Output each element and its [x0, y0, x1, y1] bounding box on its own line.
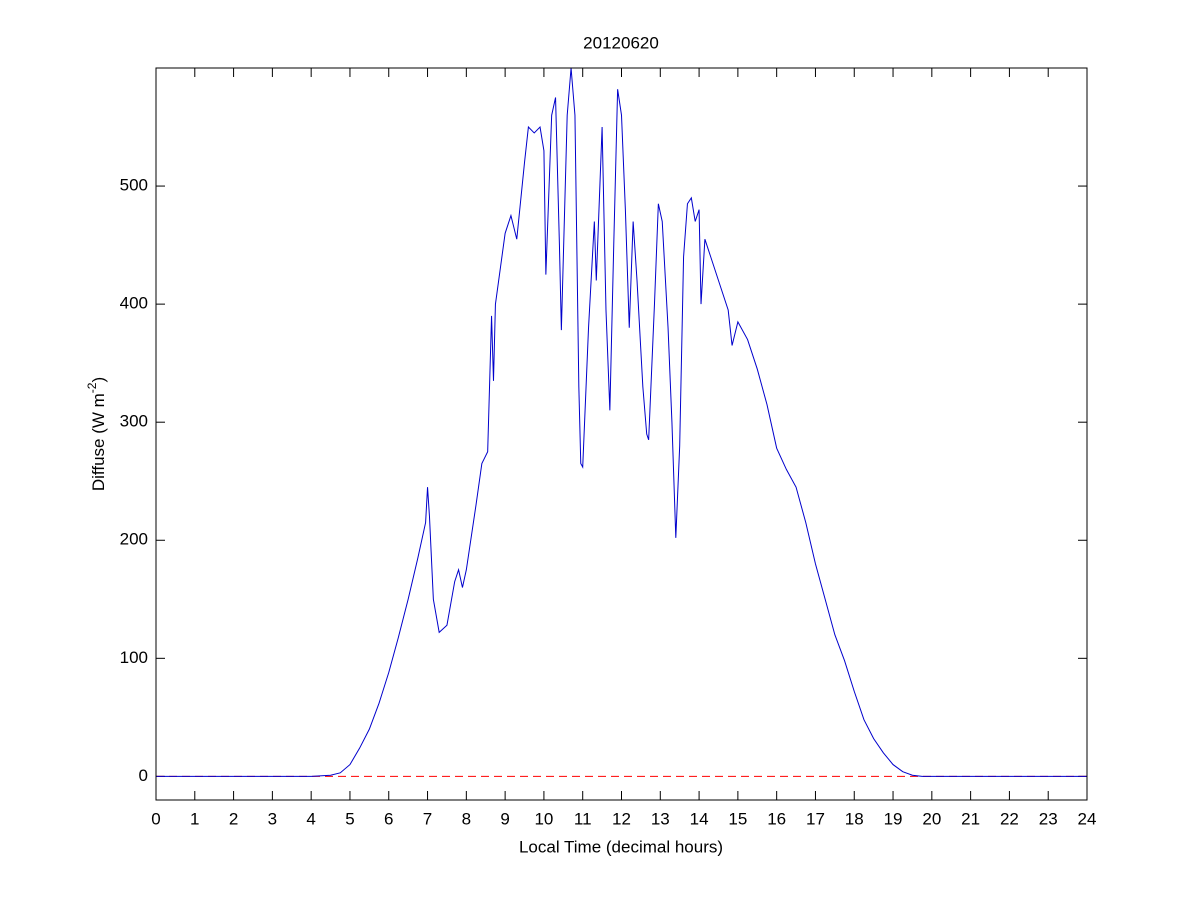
x-tick-label: 17: [806, 809, 825, 828]
data-line: [156, 67, 1087, 777]
x-tick-label: 6: [384, 809, 393, 828]
x-tick-label: 23: [1039, 809, 1058, 828]
y-label-end: ): [89, 377, 108, 383]
x-tick-label: 14: [690, 809, 709, 828]
x-tick-label: 0: [151, 809, 160, 828]
x-tick-label: 24: [1078, 809, 1097, 828]
y-axis-label: Diffuse (W m-2): [85, 377, 108, 491]
y-tick-label: 300: [120, 412, 148, 431]
x-tick-label: 1: [190, 809, 199, 828]
y-tick-label: 500: [120, 176, 148, 195]
y-label-text: Diffuse (W m: [89, 393, 108, 491]
x-tick-label: 19: [884, 809, 903, 828]
x-tick-label: 21: [961, 809, 980, 828]
x-tick-label: 22: [1000, 809, 1019, 828]
x-tick-label: 7: [423, 809, 432, 828]
x-tick-label: 8: [462, 809, 471, 828]
x-tick-label: 4: [306, 809, 315, 828]
x-tick-label: 10: [534, 809, 553, 828]
x-axis-label: Local Time (decimal hours): [519, 837, 723, 856]
x-tick-label: 3: [268, 809, 277, 828]
x-tick-label: 16: [767, 809, 786, 828]
x-tick-label: 15: [728, 809, 747, 828]
x-tick-label: 18: [845, 809, 864, 828]
x-tick-label: 9: [500, 809, 509, 828]
x-tick-label: 20: [922, 809, 941, 828]
x-tick-label: 5: [345, 809, 354, 828]
plot-frame: [155, 67, 1088, 801]
y-tick-label: 400: [120, 294, 148, 313]
y-label-sup: -2: [85, 382, 99, 393]
y-tick-label: 100: [120, 648, 148, 667]
chart-title: 20120620: [583, 33, 659, 52]
x-tick-label: 11: [574, 809, 592, 828]
x-tick-label: 13: [651, 809, 670, 828]
x-tick-label: 2: [229, 809, 238, 828]
y-tick-label: 0: [139, 766, 148, 785]
y-tick-label: 200: [120, 530, 148, 549]
x-tick-label: 12: [612, 809, 631, 828]
